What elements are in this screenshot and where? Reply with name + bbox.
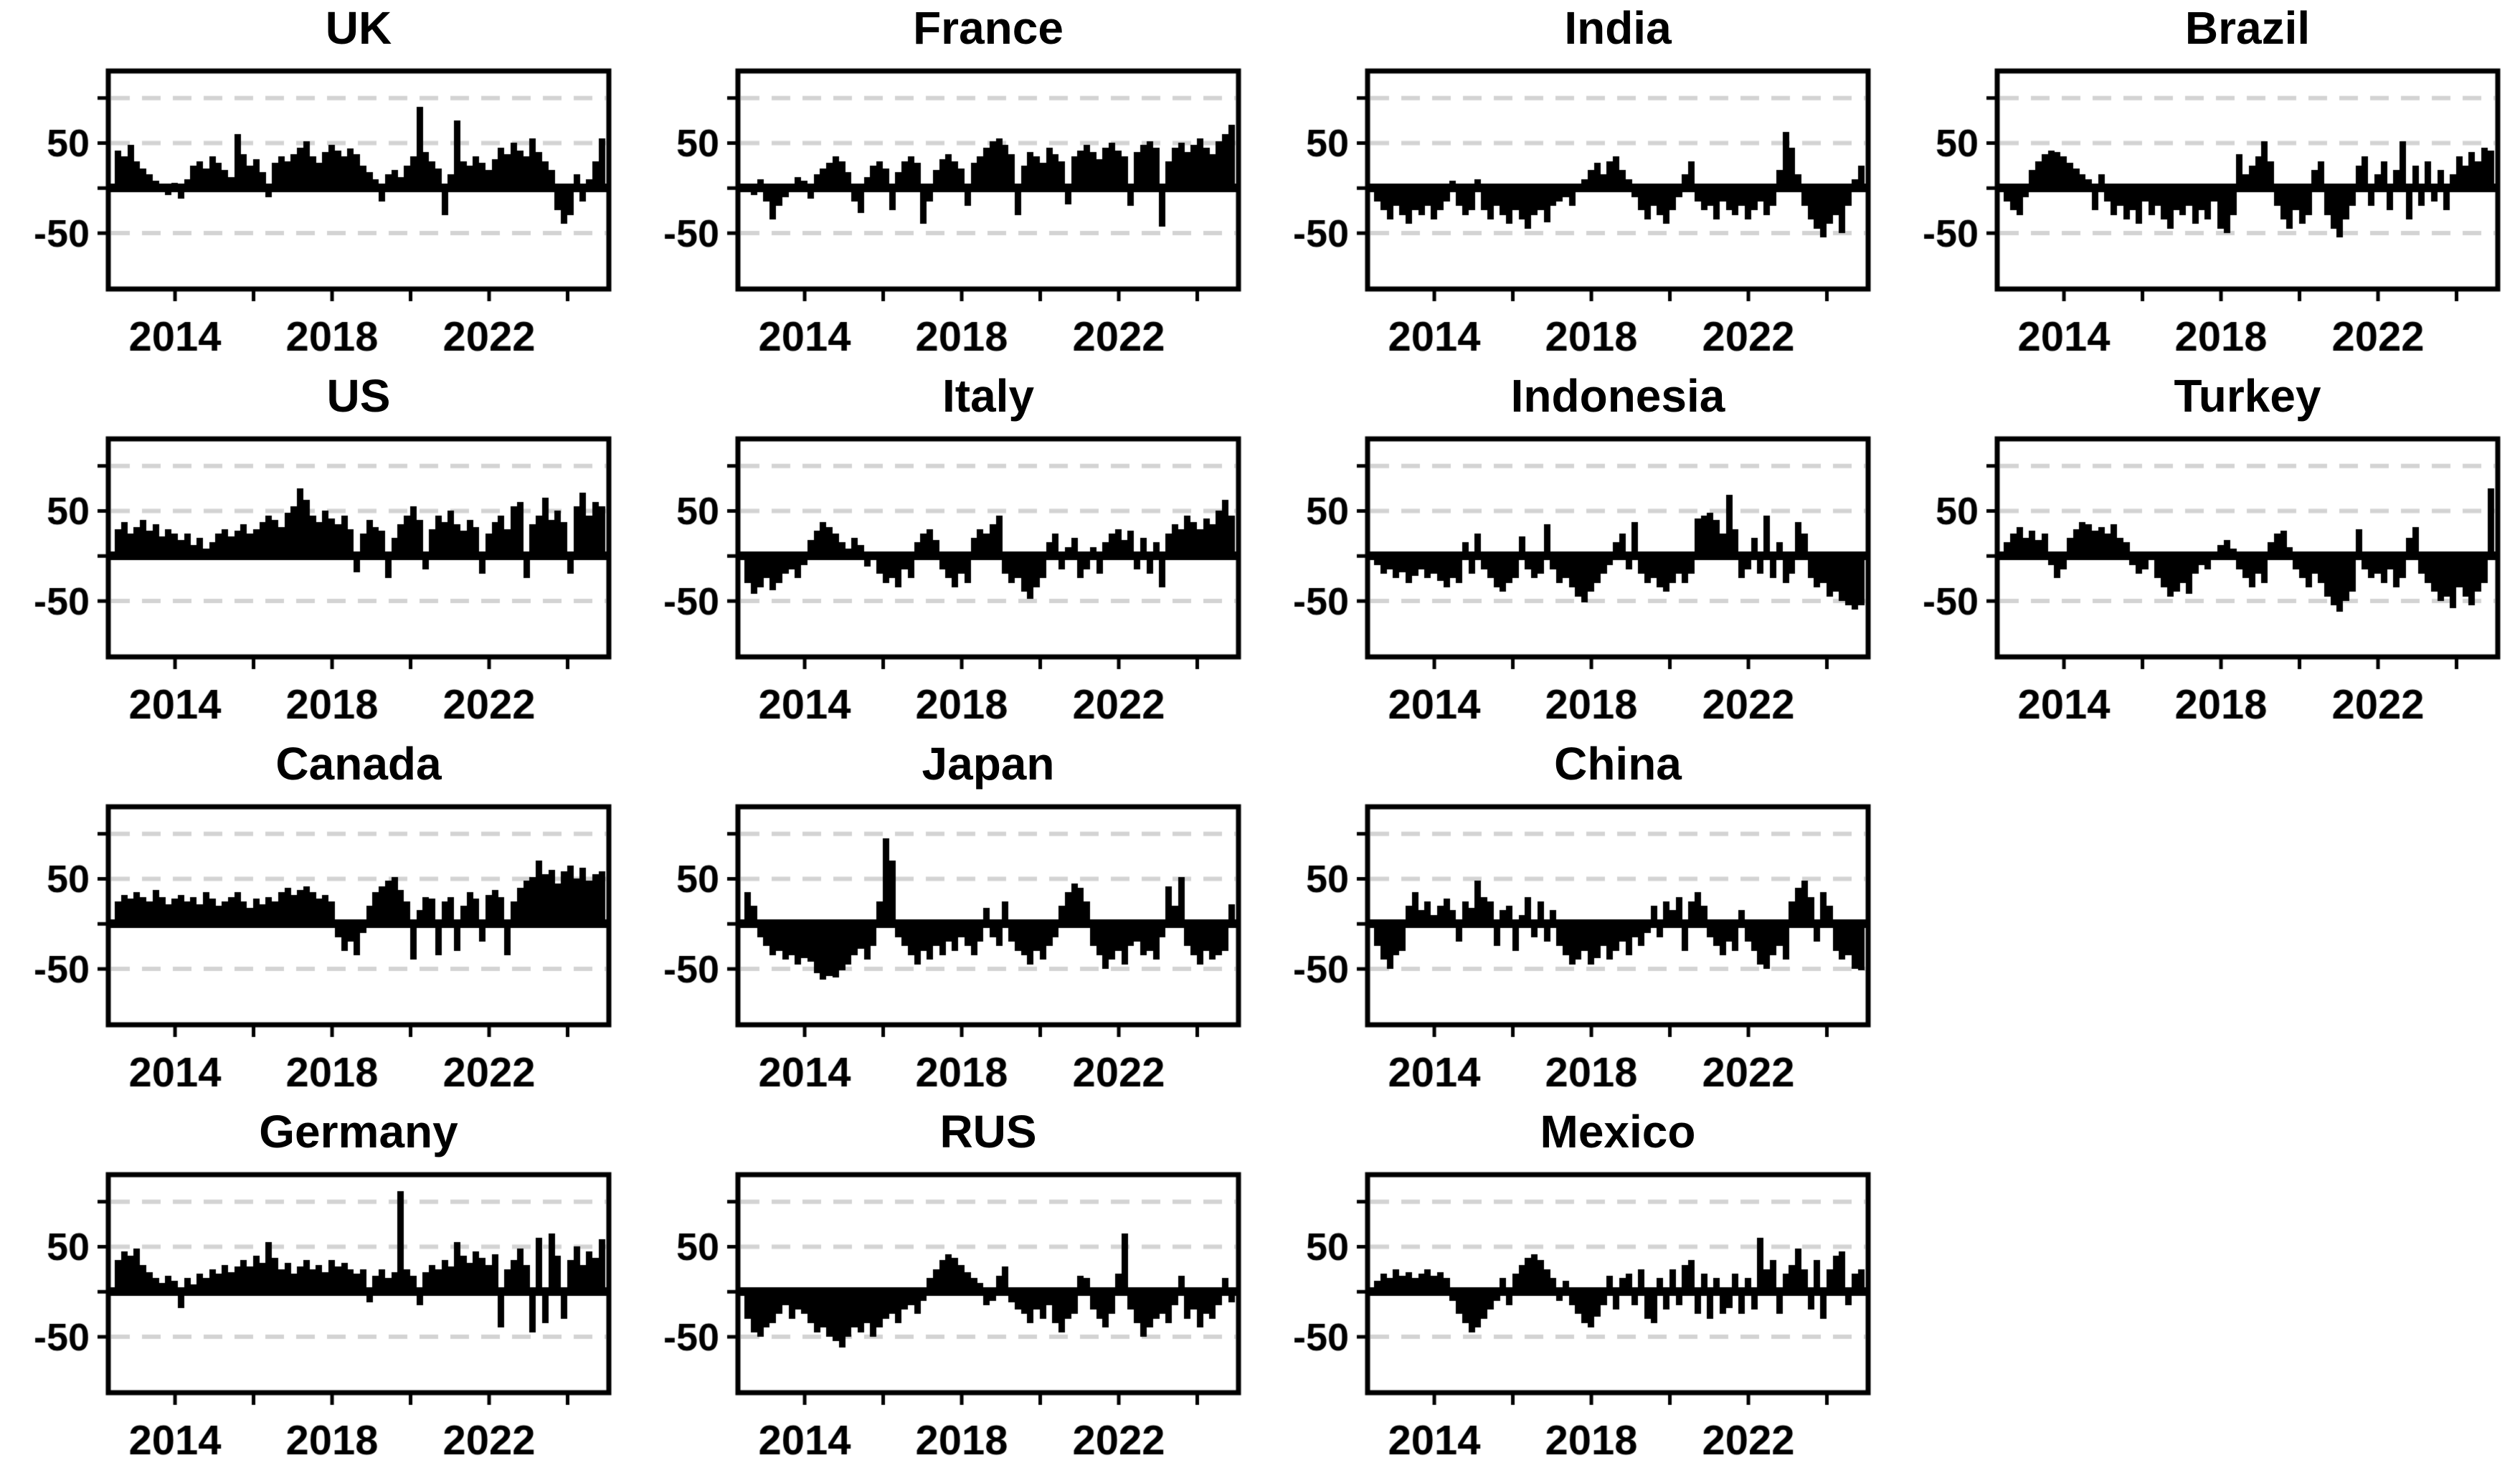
chart-panel-rus: RUS xyxy=(630,1104,1259,1472)
panel-title-italy: Italy xyxy=(942,370,1035,422)
chart-panel-indonesia: Indonesia xyxy=(1259,368,1889,736)
chart-panel-japan: Japan xyxy=(630,736,1259,1104)
panel-plot-us xyxy=(0,368,630,736)
panel-title-mexico: Mexico xyxy=(1540,1106,1696,1157)
panel-plot-brazil xyxy=(1889,0,2519,368)
panel-plot-indonesia xyxy=(1259,368,1889,736)
panel-plot-rus xyxy=(630,1104,1259,1472)
panel-plot-india xyxy=(1259,0,1889,368)
panel-title-china: China xyxy=(1554,738,1682,790)
panel-title-indonesia: Indonesia xyxy=(1510,370,1725,422)
panel-plot-canada xyxy=(0,736,630,1104)
panel-title-brazil: Brazil xyxy=(2184,2,2311,54)
chart-panel-uk: UK xyxy=(0,0,630,368)
panel-plot-italy xyxy=(630,368,1259,736)
chart-panel-china: China xyxy=(1259,736,1889,1104)
panel-title-india: India xyxy=(1564,2,1672,54)
panel-title-japan: Japan xyxy=(922,738,1055,790)
panel-plot-china xyxy=(1259,736,1889,1104)
chart-panel-turkey: Turkey xyxy=(1889,368,2519,736)
panel-plot-japan xyxy=(630,736,1259,1104)
chart-panel-india: India xyxy=(1259,0,1889,368)
chart-panel-canada: Canada xyxy=(0,736,630,1104)
panel-plot-mexico xyxy=(1259,1104,1889,1472)
panel-title-uk: UK xyxy=(325,2,392,54)
chart-panel-brazil: Brazil xyxy=(1889,0,2519,368)
panel-title-turkey: Turkey xyxy=(2174,370,2321,422)
chart-panel-us: US xyxy=(0,368,630,736)
chart-panel-mexico: Mexico xyxy=(1259,1104,1889,1472)
chart-panel-italy: Italy xyxy=(630,368,1259,736)
panel-title-canada: Canada xyxy=(275,738,442,790)
panel-plot-germany xyxy=(0,1104,630,1472)
panel-title-rus: RUS xyxy=(939,1106,1037,1157)
chart-panel-germany: Germany xyxy=(0,1104,630,1472)
panel-plot-uk xyxy=(0,0,630,368)
panel-plot-france xyxy=(630,0,1259,368)
panel-plot-turkey xyxy=(1889,368,2519,736)
panel-title-france: France xyxy=(913,2,1064,54)
panel-title-us: US xyxy=(326,370,391,422)
chart-panel-france: France xyxy=(630,0,1259,368)
panel-title-germany: Germany xyxy=(259,1106,458,1157)
